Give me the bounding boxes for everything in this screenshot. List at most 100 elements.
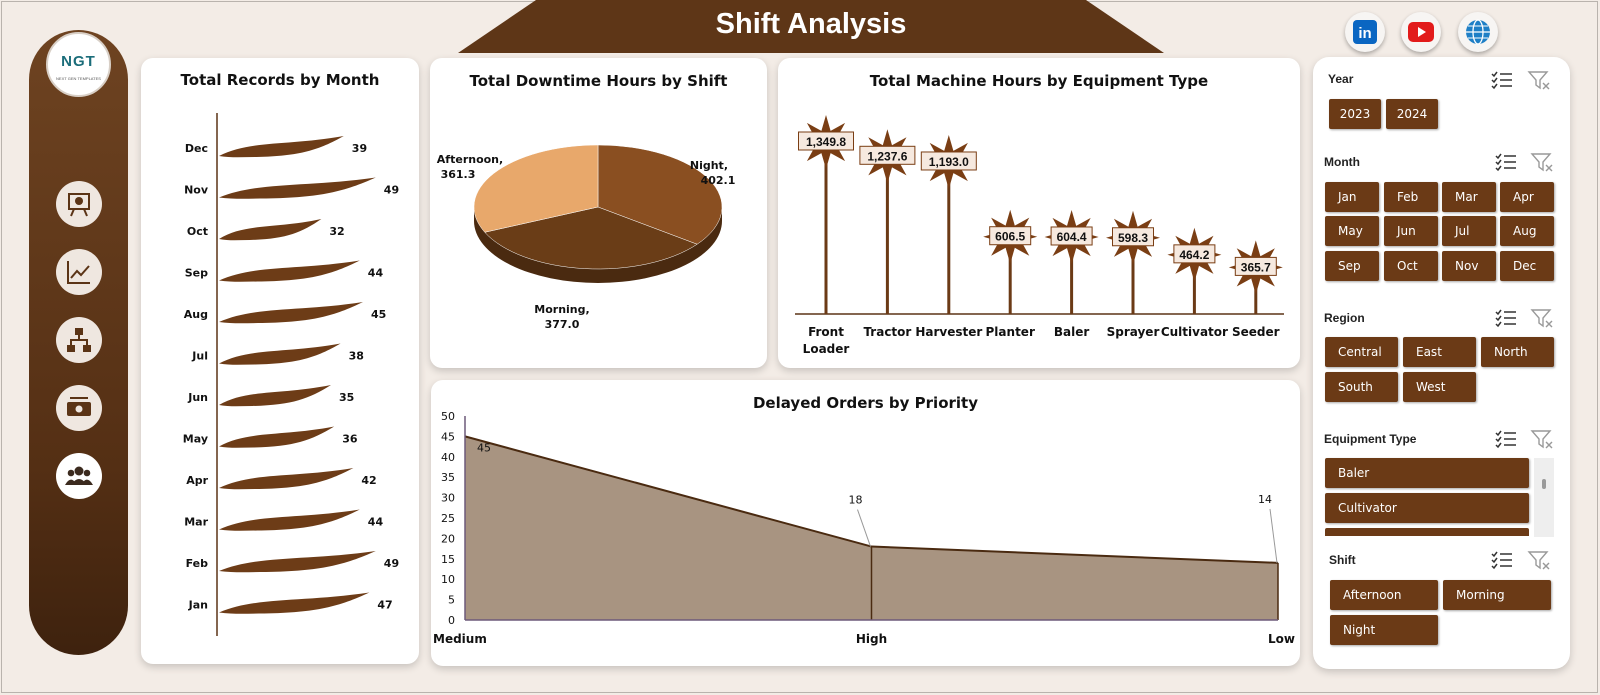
region-central[interactable]: Central xyxy=(1325,337,1398,367)
records-value-label: 44 xyxy=(368,267,384,280)
website-button[interactable] xyxy=(1458,12,1498,52)
clear-filter-icon[interactable] xyxy=(1530,152,1554,172)
delayed-y-tick: 5 xyxy=(448,594,455,607)
machine-value-label: 1,237.6 xyxy=(867,149,907,163)
nav-users-button[interactable] xyxy=(56,453,102,499)
youtube-button[interactable] xyxy=(1401,12,1441,52)
nav-money-button[interactable] xyxy=(56,385,102,431)
multi-select-icon[interactable] xyxy=(1494,429,1518,449)
scrollbar-thumb[interactable] xyxy=(1542,479,1546,489)
logo-subtext: NEXT GEN TEMPLATES xyxy=(56,76,101,81)
month-aug[interactable]: Aug xyxy=(1500,216,1554,246)
equipment-partial-item[interactable] xyxy=(1325,528,1529,536)
multi-select-icon[interactable] xyxy=(1494,308,1518,328)
pie-category-label: Night, xyxy=(690,159,728,172)
machine-value-label: 1,193.0 xyxy=(929,155,969,169)
shift-night[interactable]: Night xyxy=(1330,615,1438,645)
downtime-chart-title: Total Downtime Hours by Shift xyxy=(469,72,728,90)
shift-morning[interactable]: Morning xyxy=(1443,580,1551,610)
month-jul[interactable]: Jul xyxy=(1442,216,1496,246)
multi-select-icon[interactable] xyxy=(1490,550,1514,570)
page-title: Shift Analysis xyxy=(715,8,907,40)
region-west[interactable]: West xyxy=(1403,372,1476,402)
month-mar[interactable]: Mar xyxy=(1442,182,1496,212)
month-sep[interactable]: Sep xyxy=(1325,251,1379,281)
records-value-label: 38 xyxy=(349,350,364,363)
globe-icon xyxy=(1466,19,1490,45)
month-may[interactable]: May xyxy=(1325,216,1379,246)
machine-value-label: 604.4 xyxy=(1057,230,1087,244)
machine-category-label: Cultivator xyxy=(1161,325,1228,339)
records-category-label: Jan xyxy=(188,599,208,612)
month-slicer-title: Month xyxy=(1324,155,1360,169)
records-category-label: Aug xyxy=(184,308,208,321)
region-north[interactable]: North xyxy=(1481,337,1554,367)
equipment-scrollbar[interactable] xyxy=(1534,458,1554,537)
clear-filter-icon[interactable] xyxy=(1530,308,1554,328)
delayed-value-label: 45 xyxy=(477,441,491,454)
machine-value-label: 464.2 xyxy=(1179,248,1209,262)
nav-hierarchy-button[interactable] xyxy=(56,317,102,363)
records-bar xyxy=(219,260,360,282)
delayed-category-label: Medium xyxy=(433,632,487,646)
month-dec[interactable]: Dec xyxy=(1500,251,1554,281)
pie-category-label: Afternoon, xyxy=(437,153,503,166)
delayed-y-tick: 35 xyxy=(441,471,455,484)
nav-presentation-button[interactable] xyxy=(56,181,102,227)
records-category-label: Feb xyxy=(186,557,209,570)
machine-value-label: 365.7 xyxy=(1241,260,1271,274)
equipment-cultivator[interactable]: Cultivator xyxy=(1325,493,1529,523)
records-value-label: 47 xyxy=(377,599,392,612)
multi-select-icon[interactable] xyxy=(1494,152,1518,172)
equipment-baler[interactable]: Baler xyxy=(1325,458,1529,488)
clear-filter-icon[interactable] xyxy=(1530,429,1554,449)
month-jun[interactable]: Jun xyxy=(1384,216,1438,246)
delayed-orders-chart: 0 5 10 15 20 25 30 35 40 45 50 Medium High Low 45 18 14 xyxy=(433,410,1295,646)
clear-filter-icon[interactable] xyxy=(1527,70,1551,90)
records-value-label: 44 xyxy=(368,516,384,529)
machine-value-label: 606.5 xyxy=(995,230,1025,244)
machine-hours-chart: 1,349.8 Front Loader 1,237.6 Tractor 1,193.0 H… xyxy=(795,115,1284,356)
pie-value-label: 377.0 xyxy=(545,318,580,331)
clear-filter-icon[interactable] xyxy=(1527,550,1551,570)
machine-category-label: Loader xyxy=(803,342,850,356)
region-east[interactable]: East xyxy=(1403,337,1476,367)
delayed-chart-title: Delayed Orders by Priority xyxy=(752,394,978,412)
month-oct[interactable]: Oct xyxy=(1384,251,1438,281)
records-chart-title: Total Records by Month xyxy=(180,71,380,89)
records-value-label: 49 xyxy=(384,184,399,197)
year-2024[interactable]: 2024 xyxy=(1386,99,1438,129)
downtime-by-shift-card: Total Downtime Hours by Shift Night, 402.… xyxy=(430,58,767,368)
records-bar xyxy=(219,343,341,365)
machine-value-box xyxy=(859,145,916,165)
shift-afternoon[interactable]: Afternoon xyxy=(1330,580,1438,610)
machine-category-label: Tractor xyxy=(863,325,911,339)
month-feb[interactable]: Feb xyxy=(1384,182,1438,212)
region-south[interactable]: South xyxy=(1325,372,1398,402)
year-2023[interactable]: 2023 xyxy=(1329,99,1381,129)
nav-trend-button[interactable] xyxy=(56,249,102,295)
logo: NGT NEXT GEN TEMPLATES xyxy=(46,32,111,97)
records-value-label: 49 xyxy=(384,557,399,570)
month-jan[interactable]: Jan xyxy=(1325,182,1379,212)
users-icon xyxy=(65,466,93,485)
month-nov[interactable]: Nov xyxy=(1442,251,1496,281)
machine-value-box xyxy=(798,131,854,151)
records-bar xyxy=(219,177,376,199)
logo-text: NGT xyxy=(61,53,96,70)
delayed-y-tick: 15 xyxy=(441,553,455,566)
records-bar xyxy=(219,592,370,614)
machine-chart-title: Total Machine Hours by Equipment Type xyxy=(869,72,1209,90)
records-bar xyxy=(219,302,363,324)
records-value-label: 39 xyxy=(352,142,367,155)
records-bar xyxy=(219,219,322,241)
linkedin-button[interactable]: in xyxy=(1345,12,1385,52)
downtime-pie-chart: Night, 402.1 Morning, 377.0 Afternoon, 361.3 xyxy=(437,144,736,331)
records-by-month-card: Total Records by Month Dec 39 Nov 49 Oct 32 Se… xyxy=(141,58,419,664)
machine-hours-card: Total Machine Hours by Equipment Type 1,… xyxy=(778,58,1300,368)
month-apr[interactable]: Apr xyxy=(1500,182,1554,212)
pie-value-label: 402.1 xyxy=(701,174,736,187)
delayed-y-tick: 20 xyxy=(441,532,455,545)
machine-value-box xyxy=(1112,227,1154,247)
multi-select-icon[interactable] xyxy=(1490,70,1514,90)
